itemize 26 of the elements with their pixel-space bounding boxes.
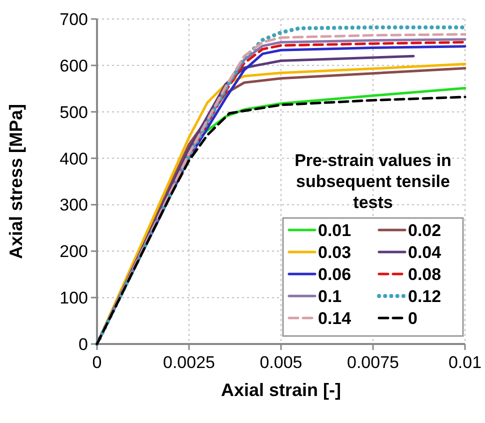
y-tick-label: 700	[60, 10, 88, 29]
x-axis-title: Axial strain [-]	[220, 380, 342, 400]
legend-label: 0.14	[318, 309, 352, 328]
y-axis-title: Axial stress [MPa]	[6, 104, 26, 260]
x-tick-label: 0.005	[260, 353, 302, 372]
y-tick-label: 100	[60, 288, 88, 308]
y-tick-label: 200	[60, 242, 88, 262]
legend-label: 0.04	[408, 243, 442, 262]
y-tick-label: 400	[60, 149, 88, 168]
x-tick-label: 0.0025	[163, 353, 215, 372]
legend-label: 0.02	[408, 221, 442, 240]
legend-label: 0.03	[318, 243, 352, 262]
legend-title: Pre-strain values in subsequent tensile tests	[294, 151, 452, 212]
legend-label: 0.08	[408, 265, 442, 284]
y-tick-label: 600	[60, 56, 88, 76]
x-tick-label: 0	[92, 353, 102, 372]
legend-label: 0.1	[318, 287, 342, 306]
legend-label: 0	[408, 309, 418, 328]
legend-label: 0.06	[318, 265, 352, 284]
x-tick-label: 0.0075	[347, 353, 399, 372]
y-tick-label: 0	[78, 335, 88, 354]
x-tick-label: 0.01	[448, 353, 482, 372]
y-tick-label: 500	[60, 102, 88, 122]
y-tick-label: 300	[60, 196, 88, 215]
legend-label: 0.01	[318, 221, 352, 240]
legend-label: 0.12	[408, 287, 442, 306]
